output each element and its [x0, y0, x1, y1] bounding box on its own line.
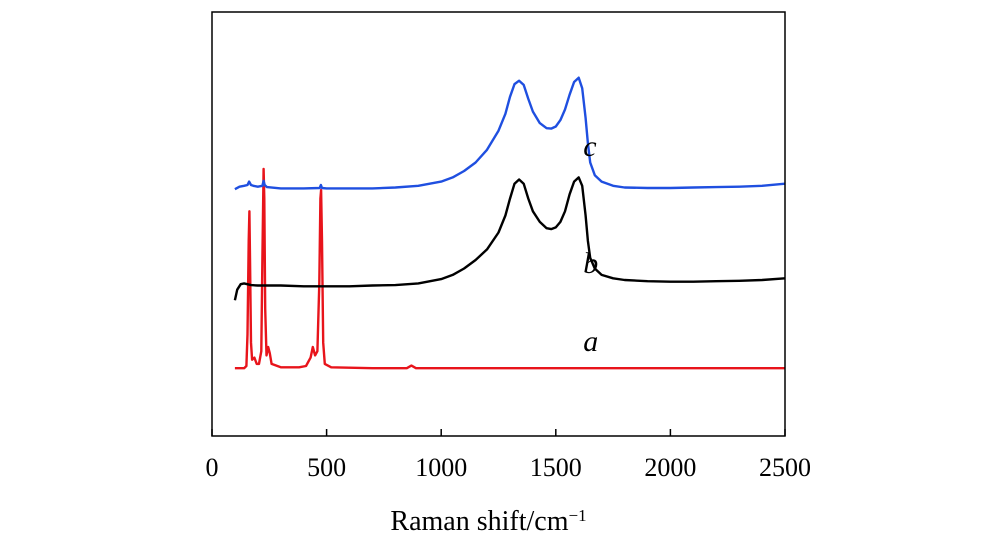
x-axis-title-main: Raman shift/cm: [390, 506, 568, 537]
x-axis-tick-labels: 0 500 1000 1500 2000 2500: [206, 453, 812, 482]
x-tick-label-0: 0: [206, 453, 219, 482]
x-axis-title: Raman shift/cm−1: [390, 506, 586, 538]
series-a-line: [234, 167, 785, 370]
x-tick-label-500: 500: [307, 453, 346, 482]
series-label-a: a: [583, 325, 598, 358]
x-tick-label-2000: 2000: [644, 453, 696, 482]
x-tick-label-1000: 1000: [415, 453, 467, 482]
series-label-c: c: [583, 130, 596, 163]
x-axis-ticks: [211, 429, 786, 436]
x-tick-label-1500: 1500: [530, 453, 582, 482]
plot-area: [233, 76, 786, 370]
series-label-b: b: [583, 247, 598, 280]
x-axis-title-superscript: −1: [568, 506, 586, 525]
series-b-line: [233, 176, 786, 301]
series-labels: a b c: [583, 130, 598, 358]
plot-frame: [211, 11, 786, 437]
x-tick-label-2500: 2500: [759, 453, 811, 482]
series-c-line: [234, 76, 786, 191]
